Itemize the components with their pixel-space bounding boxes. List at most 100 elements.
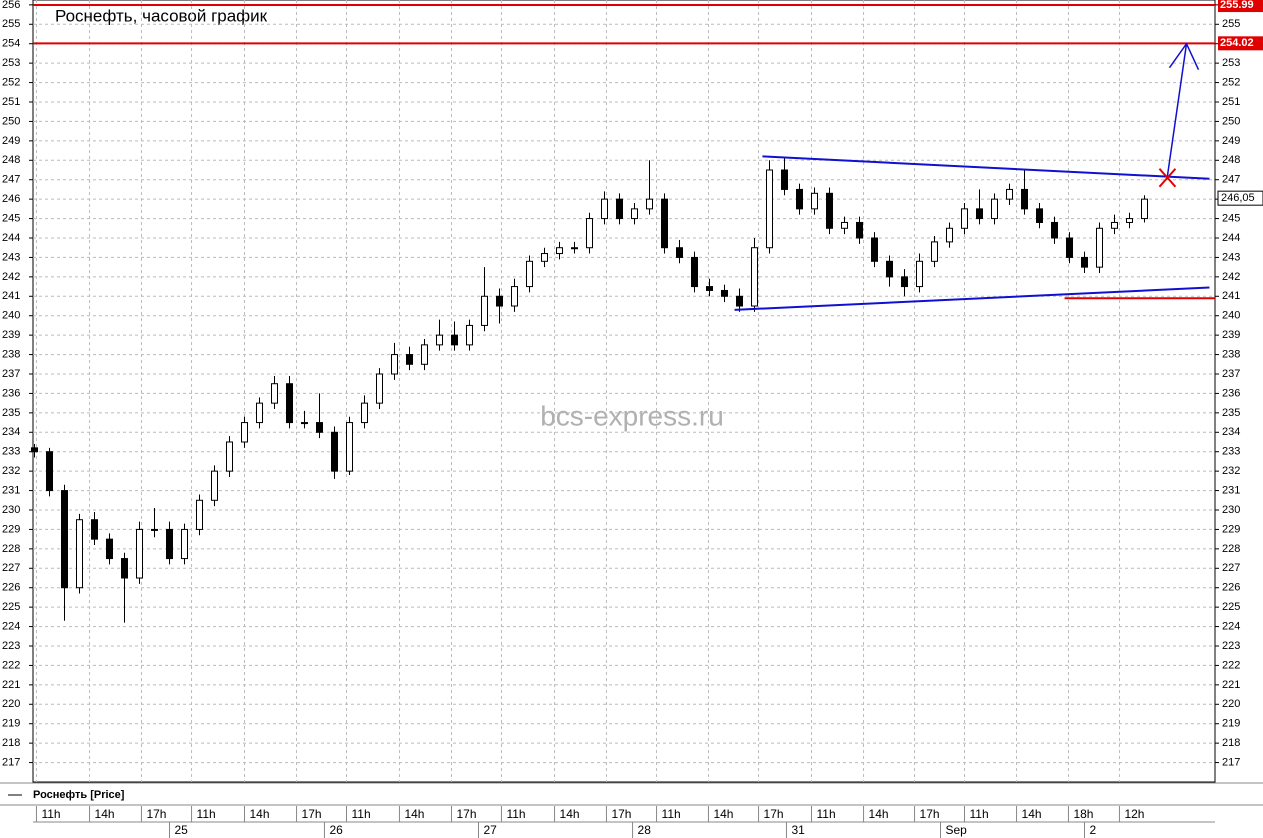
candle-body bbox=[331, 431, 338, 472]
candle-body bbox=[181, 528, 188, 560]
candle-body bbox=[616, 198, 623, 220]
legend-entry: Роснефть [Price] bbox=[33, 789, 125, 801]
y-tick-label: 241 bbox=[2, 290, 20, 302]
candle-body bbox=[526, 260, 533, 288]
cross-mark bbox=[1158, 168, 1177, 188]
x-tick-label: 14h bbox=[869, 807, 889, 821]
y-tick-label: 232 bbox=[2, 465, 20, 477]
y-tick-label: 237 bbox=[1222, 368, 1240, 380]
y-tick-label: 254 bbox=[2, 38, 20, 50]
candle-body bbox=[871, 237, 878, 262]
watermark: bcs-express.ru bbox=[540, 400, 724, 431]
candle-body bbox=[391, 354, 398, 375]
candle-body bbox=[706, 286, 713, 291]
candle-body bbox=[91, 519, 98, 540]
candle-body bbox=[886, 260, 893, 278]
y-tick-label: 232 bbox=[1222, 465, 1240, 477]
y-tick-label: 235 bbox=[2, 407, 20, 419]
candle-body bbox=[346, 422, 353, 472]
y-tick-label: 223 bbox=[2, 640, 20, 652]
candle-body bbox=[271, 383, 278, 404]
candle-body bbox=[826, 192, 833, 229]
y-tick-label: 239 bbox=[1222, 329, 1240, 341]
y-tick-label: 243 bbox=[2, 251, 20, 263]
y-tick-label: 241 bbox=[1222, 290, 1240, 302]
candle-body bbox=[481, 295, 488, 326]
y-tick-label: 252 bbox=[1222, 76, 1240, 88]
y-tick-label: 250 bbox=[2, 115, 20, 127]
y-tick-label: 253 bbox=[2, 57, 20, 69]
y-tick-label: 255 bbox=[1222, 18, 1240, 30]
candle-body bbox=[946, 227, 953, 243]
y-tick-label: 227 bbox=[1222, 562, 1240, 574]
y-tick-label: 246 bbox=[2, 193, 20, 205]
y-tick-label: 225 bbox=[1222, 601, 1240, 613]
candle-body bbox=[916, 260, 923, 288]
candle-body bbox=[361, 402, 368, 424]
x-tick-label: 26 bbox=[329, 823, 343, 837]
x-tick-label: 11h bbox=[506, 807, 525, 821]
candle-body bbox=[676, 247, 683, 258]
y-tick-label: 233 bbox=[1222, 446, 1240, 458]
x-tick-label: 14h bbox=[1022, 807, 1042, 821]
y-tick-label: 221 bbox=[1222, 679, 1240, 691]
candle-body bbox=[811, 192, 818, 210]
candle-body bbox=[1096, 227, 1103, 268]
level-label-box bbox=[1218, 36, 1263, 51]
y-tick-label: 255 bbox=[2, 18, 20, 30]
x-tick-label: 31 bbox=[791, 823, 805, 837]
y-tick-label: 228 bbox=[1222, 543, 1240, 555]
candle-body bbox=[376, 373, 383, 404]
level-label: 255.99 bbox=[1220, 0, 1254, 11]
candle-body bbox=[511, 286, 518, 307]
candle-body bbox=[796, 188, 803, 210]
x-tick-label: 17h bbox=[457, 807, 477, 821]
x-tick-label: 14h bbox=[560, 807, 580, 821]
y-tick-label: 231 bbox=[2, 484, 20, 496]
candle-body bbox=[496, 295, 503, 307]
y-tick-label: 244 bbox=[2, 232, 20, 244]
candle-body bbox=[241, 422, 248, 443]
candle-body bbox=[571, 247, 578, 250]
candle-body bbox=[1051, 221, 1058, 239]
y-tick-label: 217 bbox=[1222, 756, 1240, 768]
candle-body bbox=[736, 295, 743, 307]
y-tick-label: 251 bbox=[1222, 96, 1240, 108]
y-tick-label: 245 bbox=[1222, 212, 1240, 224]
candle-body bbox=[646, 198, 653, 210]
y-tick-label: 235 bbox=[1222, 407, 1240, 419]
last-price-box bbox=[1217, 190, 1263, 206]
title-box bbox=[45, 4, 305, 30]
y-tick-label: 253 bbox=[1222, 57, 1240, 69]
y-tick-label: 244 bbox=[1222, 232, 1240, 244]
candle-body bbox=[976, 208, 983, 220]
y-tick-label: 242 bbox=[1222, 271, 1240, 283]
x-tick-label: 17h bbox=[146, 807, 166, 821]
candle-body bbox=[451, 334, 458, 346]
y-tick-label: 234 bbox=[1222, 426, 1240, 438]
candle-body bbox=[466, 324, 473, 346]
candle-body bbox=[781, 169, 788, 190]
y-tick-label: 242 bbox=[2, 271, 20, 283]
y-tick-label: 223 bbox=[1222, 640, 1240, 652]
candle-body bbox=[421, 344, 428, 365]
y-tick-label: 220 bbox=[2, 698, 20, 710]
trendline bbox=[734, 286, 1210, 311]
y-tick-label: 226 bbox=[1222, 582, 1240, 594]
x-tick-label: 11h bbox=[817, 807, 836, 821]
y-tick-label: 219 bbox=[2, 718, 20, 730]
candle-body bbox=[1021, 188, 1028, 210]
candle-body bbox=[226, 441, 233, 472]
level-label: 254.02 bbox=[1220, 37, 1254, 49]
x-tick-label: 17h bbox=[764, 807, 784, 821]
x-tick-label: 11h bbox=[41, 807, 60, 821]
candle-body bbox=[601, 198, 608, 220]
candle-body bbox=[1111, 221, 1118, 229]
y-tick-label: 222 bbox=[2, 659, 20, 671]
arrow bbox=[1166, 43, 1188, 176]
y-tick-label: 243 bbox=[1222, 251, 1240, 263]
x-tick-label: 11h bbox=[970, 807, 989, 821]
x-tick-label: 14h bbox=[404, 807, 424, 821]
candle-body bbox=[136, 528, 143, 579]
